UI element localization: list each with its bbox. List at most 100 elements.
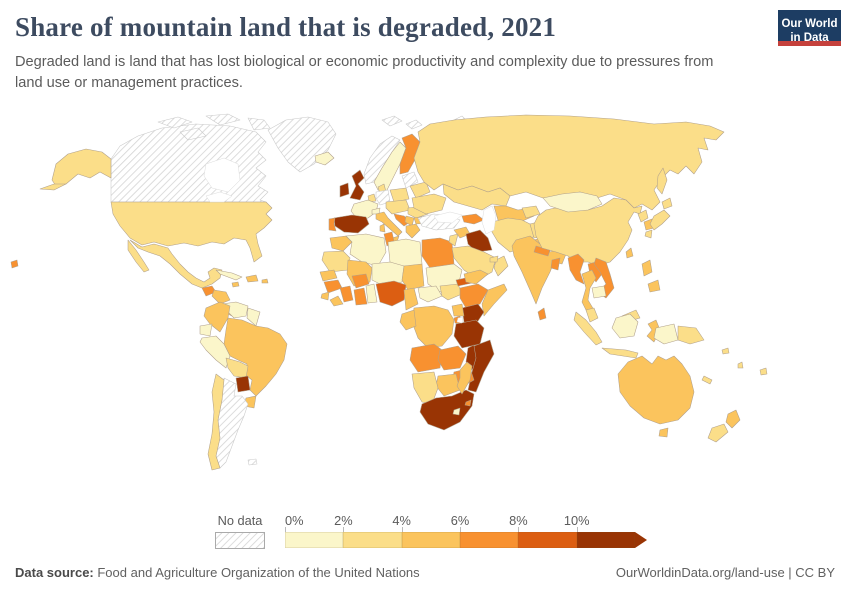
- country-myanmar[interactable]: [567, 253, 585, 285]
- country-jamaica[interactable]: [231, 281, 240, 288]
- country-botswana[interactable]: [435, 373, 461, 397]
- country-norway[interactable]: [363, 135, 401, 185]
- country-united-kingdom[interactable]: [349, 169, 365, 201]
- country-philippines[interactable]: [647, 279, 661, 293]
- country-united-states[interactable]: [110, 201, 273, 263]
- country-alaska[interactable]: [51, 148, 112, 187]
- country-ethiopia[interactable]: [459, 283, 489, 309]
- legend-bin-0-2[interactable]: [285, 532, 344, 548]
- country-portugal[interactable]: [328, 217, 337, 232]
- country-new-zealand[interactable]: [707, 423, 729, 443]
- country-cameroon[interactable]: [403, 287, 419, 311]
- country-arctic-islands[interactable]: [247, 117, 271, 131]
- country-cambodia[interactable]: [591, 285, 607, 299]
- country-jordan-israel[interactable]: [448, 233, 459, 247]
- country-chile[interactable]: [207, 373, 225, 471]
- country-caucasus[interactable]: [461, 213, 485, 225]
- country-solomon-islands[interactable]: [721, 347, 730, 355]
- country-japan[interactable]: [661, 197, 673, 210]
- country-kenya[interactable]: [461, 303, 485, 325]
- legend-bin-2-4[interactable]: [343, 532, 402, 548]
- country-spain[interactable]: [333, 214, 370, 234]
- country-borneo[interactable]: [611, 313, 639, 339]
- country-niger[interactable]: [371, 261, 405, 287]
- country-baltics[interactable]: [401, 171, 419, 189]
- country-iraq[interactable]: [465, 229, 493, 253]
- country-togo-benin[interactable]: [365, 283, 378, 304]
- country-burkina-faso[interactable]: [351, 273, 370, 289]
- country-ghana[interactable]: [353, 287, 368, 306]
- country-cuba[interactable]: [215, 269, 243, 281]
- country-belarus[interactable]: [409, 181, 431, 199]
- country-falklands[interactable]: [247, 458, 258, 466]
- country-arctic-islands[interactable]: [205, 113, 241, 126]
- legend-no-data-group[interactable]: No data: [215, 513, 265, 549]
- country-bangladesh[interactable]: [550, 257, 561, 271]
- country-south-africa[interactable]: [419, 389, 475, 431]
- country-mozambique[interactable]: [467, 339, 495, 393]
- legend-bin-8-10[interactable]: [518, 532, 577, 548]
- country-germany[interactable]: [375, 189, 391, 206]
- country-gabon-congo[interactable]: [399, 309, 417, 331]
- license-link[interactable]: OurWorldinData.org/land-use | CC BY: [615, 565, 835, 580]
- legend-bin-6-8[interactable]: [459, 532, 519, 548]
- country-dr-congo[interactable]: [411, 305, 455, 349]
- country-japan[interactable]: [649, 209, 671, 231]
- country-new-caledonia[interactable]: [701, 375, 713, 385]
- country-new-zealand[interactable]: [725, 409, 741, 429]
- country-zambia[interactable]: [437, 345, 467, 371]
- country-lesotho[interactable]: [452, 407, 461, 416]
- country-sakhalin[interactable]: [656, 167, 668, 195]
- country-hispaniola[interactable]: [245, 274, 259, 283]
- country-angola[interactable]: [409, 343, 443, 373]
- legend-no-data-swatch[interactable]: [215, 532, 265, 549]
- country-sumatra[interactable]: [573, 311, 603, 346]
- country-saudi-arabia[interactable]: [451, 245, 497, 281]
- country-mexico[interactable]: [129, 239, 223, 289]
- country-guinea[interactable]: [323, 279, 343, 294]
- country-poland[interactable]: [389, 187, 410, 203]
- country-central-african-republic[interactable]: [417, 285, 443, 303]
- country-colombia[interactable]: [203, 301, 231, 333]
- country-france[interactable]: [350, 199, 379, 221]
- country-arctic-islands[interactable]: [179, 127, 207, 141]
- country-liberia[interactable]: [329, 295, 344, 307]
- country-thailand[interactable]: [581, 269, 597, 315]
- country-nigeria[interactable]: [375, 280, 407, 307]
- country-oman[interactable]: [493, 255, 509, 277]
- country-mexico-baja[interactable]: [127, 239, 150, 273]
- country-java[interactable]: [601, 347, 639, 359]
- country-peru[interactable]: [199, 335, 231, 369]
- country-iceland[interactable]: [314, 151, 335, 166]
- country-senegal[interactable]: [319, 269, 338, 282]
- country-hawaii[interactable]: [10, 259, 19, 269]
- country-philippines[interactable]: [641, 259, 653, 277]
- country-cote-divoire[interactable]: [339, 285, 354, 303]
- country-papua-new-guinea[interactable]: [677, 325, 705, 345]
- country-west-papua[interactable]: [653, 323, 679, 345]
- country-ecuador[interactable]: [199, 323, 213, 337]
- country-south-sudan[interactable]: [439, 283, 463, 301]
- country-uae[interactable]: [489, 255, 499, 263]
- country-vanuatu[interactable]: [737, 361, 744, 369]
- country-tasmania[interactable]: [658, 427, 669, 438]
- country-central-europe[interactable]: [385, 199, 411, 215]
- country-taiwan[interactable]: [625, 247, 634, 259]
- country-w-sahara-mauritania[interactable]: [321, 250, 351, 273]
- country-chad[interactable]: [401, 263, 425, 291]
- country-morocco[interactable]: [329, 235, 353, 252]
- country-australia[interactable]: [617, 355, 695, 425]
- legend-bin-4-6[interactable]: [401, 532, 460, 548]
- country-japan[interactable]: [644, 229, 653, 239]
- country-egypt[interactable]: [421, 237, 455, 269]
- country-sri-lanka[interactable]: [537, 307, 547, 321]
- country-greece[interactable]: [405, 223, 421, 239]
- country-honduras-nicaragua[interactable]: [211, 289, 231, 305]
- country-eswatini[interactable]: [464, 399, 472, 407]
- country-svalbard[interactable]: [405, 119, 423, 130]
- country-italy[interactable]: [375, 211, 403, 237]
- country-croatia-balkans[interactable]: [393, 213, 411, 227]
- country-arctic-islands[interactable]: [157, 116, 193, 129]
- country-ukraine[interactable]: [411, 193, 447, 215]
- country-puerto-rico[interactable]: [261, 278, 269, 284]
